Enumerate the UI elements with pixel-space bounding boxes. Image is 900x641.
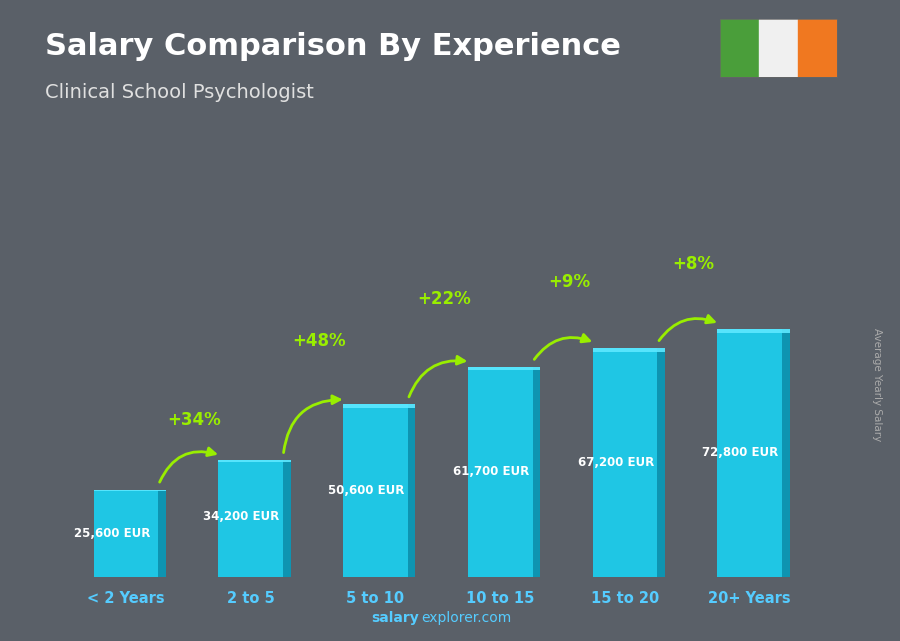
Bar <box>798 19 837 77</box>
Polygon shape <box>158 490 166 577</box>
Polygon shape <box>592 348 657 577</box>
Polygon shape <box>533 367 540 577</box>
Polygon shape <box>219 460 284 577</box>
Polygon shape <box>717 329 782 577</box>
Text: 72,800 EUR: 72,800 EUR <box>702 446 778 460</box>
Text: explorer.com: explorer.com <box>421 611 511 625</box>
Text: 67,200 EUR: 67,200 EUR <box>578 456 653 469</box>
Text: +8%: +8% <box>672 255 715 273</box>
Text: 25,600 EUR: 25,600 EUR <box>74 527 150 540</box>
Text: 50,600 EUR: 50,600 EUR <box>328 484 404 497</box>
Polygon shape <box>219 460 291 462</box>
Text: 34,200 EUR: 34,200 EUR <box>203 510 280 523</box>
Text: Clinical School Psychologist: Clinical School Psychologist <box>45 83 314 103</box>
Polygon shape <box>592 348 665 352</box>
Text: +48%: +48% <box>292 332 346 350</box>
Polygon shape <box>408 404 416 577</box>
Polygon shape <box>782 329 789 577</box>
Text: +9%: +9% <box>548 274 590 292</box>
Text: Salary Comparison By Experience: Salary Comparison By Experience <box>45 32 621 61</box>
Text: +22%: +22% <box>418 290 471 308</box>
Polygon shape <box>468 367 540 370</box>
Polygon shape <box>343 404 416 408</box>
Text: Average Yearly Salary: Average Yearly Salary <box>872 328 883 441</box>
Text: salary: salary <box>371 611 418 625</box>
Polygon shape <box>94 490 158 577</box>
Polygon shape <box>284 460 291 577</box>
Bar <box>720 19 759 77</box>
Polygon shape <box>657 348 665 577</box>
Polygon shape <box>94 490 166 491</box>
Text: +34%: +34% <box>167 411 220 429</box>
Polygon shape <box>717 329 789 333</box>
Polygon shape <box>343 404 408 577</box>
Bar <box>759 19 798 77</box>
Polygon shape <box>468 367 533 577</box>
Text: 61,700 EUR: 61,700 EUR <box>453 465 529 478</box>
